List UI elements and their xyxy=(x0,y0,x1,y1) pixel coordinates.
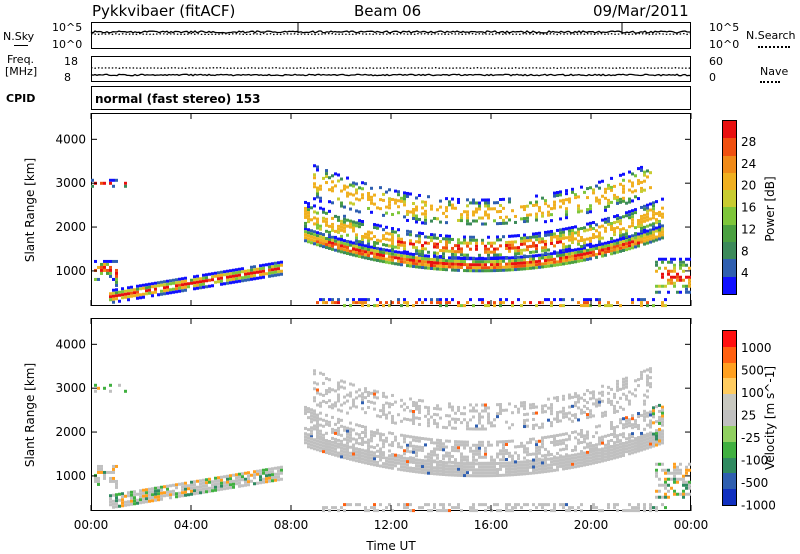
power-ytick-label: 3000 xyxy=(55,176,86,190)
colorbar-segment xyxy=(723,172,736,191)
x-tick-label: 12:00 xyxy=(374,518,409,532)
nsky-tick-top: 10^5 xyxy=(52,21,83,34)
colorbar-segment xyxy=(723,155,736,173)
power-ytick-label: 4000 xyxy=(55,132,86,146)
freq-tick-bottom: 8 xyxy=(64,71,71,84)
velocity-ytick-label: 3000 xyxy=(55,381,86,395)
nsearch-tick-top: 10^5 xyxy=(709,21,740,34)
nave-trace xyxy=(90,73,692,77)
power-colorbar-tick: 16 xyxy=(741,201,756,215)
vel-heatmap-cells xyxy=(94,367,691,513)
velocity-colorbar-tick: 500 xyxy=(741,364,764,378)
x-tick-label: 00:00 xyxy=(74,518,109,532)
colorbar-segment xyxy=(723,473,736,490)
velocity-colorbar xyxy=(722,330,737,506)
colorbar-segment xyxy=(723,207,736,225)
date-title: 09/Mar/2011 xyxy=(593,2,689,20)
colorbar-segment xyxy=(723,410,736,426)
nave-legend-line xyxy=(760,81,780,83)
colorbar-segment xyxy=(723,394,736,411)
power-colorbar-tick: 28 xyxy=(741,135,756,149)
velocity-colorbar-tick: -500 xyxy=(741,476,768,490)
nsky-label: N.Sky xyxy=(3,30,35,43)
freq-trace xyxy=(90,67,692,69)
x-tick-label: 16:00 xyxy=(474,518,509,532)
velocity-colorbar-tick: 1000 xyxy=(741,341,772,355)
freq-label-1: Freq. xyxy=(7,53,35,66)
freq-label-2: [MHz] xyxy=(5,65,38,78)
nsearch-tick-bottom: 10^0 xyxy=(709,38,740,51)
nsky-panel xyxy=(91,22,691,49)
velocity-colorbar-tick: -100 xyxy=(741,454,768,468)
velocity-ytick-label: 4000 xyxy=(55,337,86,351)
colorbar-segment xyxy=(723,242,736,260)
velocity-ytick-label: 2000 xyxy=(55,425,86,439)
nsky-legend-line xyxy=(14,45,28,46)
colorbar-segment xyxy=(723,425,736,442)
power-ytick-label: 1000 xyxy=(55,264,86,278)
colorbar-segment xyxy=(723,489,736,505)
beam-title: Beam 06 xyxy=(354,2,422,20)
cpid-label: CPID xyxy=(6,92,36,105)
velocity-ytick-label: 1000 xyxy=(55,469,86,483)
nsky-tick-bottom: 10^0 xyxy=(52,38,83,51)
power-heatmap-cells xyxy=(91,164,691,308)
x-tick-label: 08:00 xyxy=(274,518,309,532)
station-title: Pykkvibaer (fitACF) xyxy=(92,2,236,20)
colorbar-segment xyxy=(723,378,736,395)
nave-label: Nave xyxy=(760,65,789,78)
x-axis-title: Time UT xyxy=(366,539,416,553)
cpid-value: normal (fast stereo) 153 xyxy=(95,92,261,106)
x-tick-label: 00:00 xyxy=(674,518,709,532)
colorbar-segment xyxy=(723,362,736,379)
nsearch-legend-line xyxy=(758,46,790,48)
colorbar-segment xyxy=(723,259,736,277)
power-colorbar xyxy=(722,120,737,295)
colorbar-segment xyxy=(723,276,736,294)
power-colorbar-tick: 4 xyxy=(741,266,749,280)
x-tick-label: 04:00 xyxy=(174,518,209,532)
colorbar-segment xyxy=(723,346,736,363)
velocity-colorbar-tick: 25 xyxy=(741,409,756,423)
nave-tick-bottom: 0 xyxy=(709,71,716,84)
nsky-trace xyxy=(90,30,692,34)
colorbar-segment xyxy=(723,457,736,474)
velocity-colorbar-tick: -25 xyxy=(741,431,761,445)
colorbar-segment xyxy=(723,121,736,139)
colorbar-segment xyxy=(723,331,736,347)
power-colorbar-tick: 12 xyxy=(741,222,756,236)
power-colorbar-tick: 24 xyxy=(741,157,756,171)
nave-tick-top: 60 xyxy=(709,55,723,68)
nsearch-label: N.Search xyxy=(746,29,796,42)
power-ytick-label: 2000 xyxy=(55,220,86,234)
colorbar-segment xyxy=(723,441,736,458)
freq-tick-top: 18 xyxy=(64,55,78,68)
colorbar-segment xyxy=(723,224,736,243)
x-tick-label: 20:00 xyxy=(574,518,609,532)
nsearch-trace xyxy=(90,32,692,36)
power-colorbar-tick: 20 xyxy=(741,179,756,193)
velocity-colorbar-tick: -1000 xyxy=(741,499,776,513)
velocity-colorbar-tick: 100 xyxy=(741,386,764,400)
cpid-panel xyxy=(91,86,691,110)
power-colorbar-tick: 8 xyxy=(741,244,749,258)
colorbar-segment xyxy=(723,190,736,208)
freq-panel xyxy=(91,56,691,82)
colorbar-segment xyxy=(723,138,736,156)
